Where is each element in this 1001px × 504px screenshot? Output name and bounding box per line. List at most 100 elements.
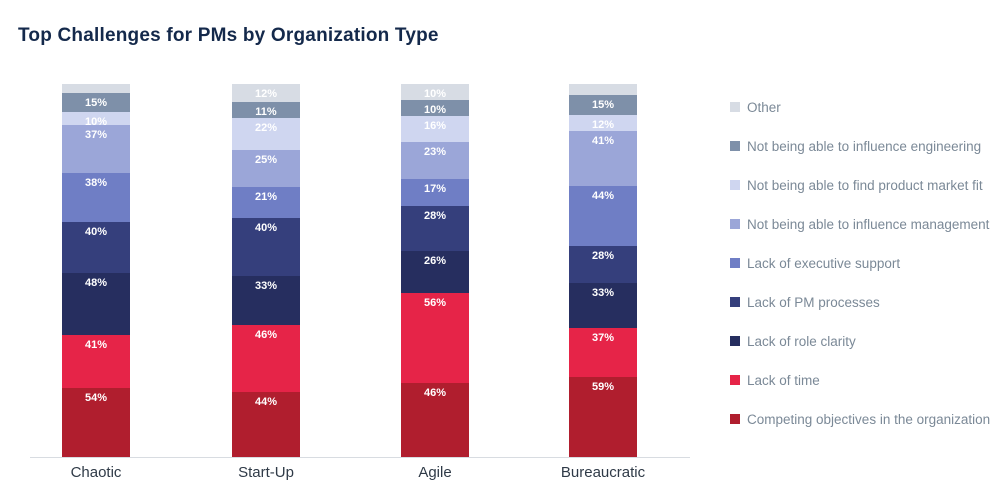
legend-swatch-icon xyxy=(730,219,740,229)
bar-chaotic: 15% 10% 37% 38% 40% 48% 41% 54% xyxy=(62,84,130,457)
segment-competing-objectives-in-the-organization: 59% xyxy=(569,377,637,457)
segment-not-being-able-to-influence-engineering: 15% xyxy=(569,94,637,115)
segment-value-label: 48% xyxy=(84,277,108,290)
segment-competing-objectives-in-the-organization: 54% xyxy=(62,387,130,457)
legend-item-not-being-able-to-influence-management: Not being able to influence management xyxy=(730,216,990,232)
page-title: Top Challenges for PMs by Organization T… xyxy=(18,24,439,46)
segment-value-label: 37% xyxy=(84,129,108,142)
legend-label: Not being able to influence management xyxy=(747,216,990,232)
segment-lack-of-executive-support: 38% xyxy=(62,172,130,222)
segment-lack-of-role-clarity: 33% xyxy=(232,276,300,325)
segment-value-label: 59% xyxy=(591,381,615,394)
segment-value-label: 15% xyxy=(591,98,615,111)
segment-lack-of-time: 37% xyxy=(569,327,637,378)
segment-value-label: 21% xyxy=(254,190,278,203)
legend-swatch-icon xyxy=(730,141,740,151)
segment-competing-objectives-in-the-organization: 44% xyxy=(232,392,300,457)
legend-label: Competing objectives in the organization xyxy=(747,411,991,427)
chart-legend: Other Not being able to influence enginee… xyxy=(730,99,990,450)
segment-other: 12% xyxy=(232,84,300,102)
segment-value-label: 28% xyxy=(591,249,615,262)
segment-other xyxy=(62,84,130,93)
legend-label: Lack of executive support xyxy=(747,255,901,271)
segment-lack-of-pm-processes: 28% xyxy=(401,206,469,252)
segment-value-label: 26% xyxy=(423,255,447,268)
legend-item-other: Other xyxy=(730,99,990,115)
segment-value-label: 44% xyxy=(591,190,615,203)
segment-other: 10% xyxy=(401,84,469,101)
segment-value-label: 40% xyxy=(254,221,278,234)
segment-not-being-able-to-influence-engineering: 10% xyxy=(401,100,469,117)
legend-swatch-icon xyxy=(730,180,740,190)
segment-not-being-able-to-influence-management: 41% xyxy=(569,131,637,187)
segment-lack-of-pm-processes: 40% xyxy=(232,217,300,277)
legend-item-competing-objectives-in-the-organization: Competing objectives in the organization xyxy=(730,411,990,427)
segment-value-label: 46% xyxy=(254,328,278,341)
legend-label: Other xyxy=(747,99,781,115)
segment-value-label: 41% xyxy=(84,338,108,351)
bar-bureaucratic: 15% 12% 41% 44% 28% 33% 37% 59% xyxy=(569,84,637,457)
segment-value-label: 28% xyxy=(423,210,447,223)
segment-competing-objectives-in-the-organization: 46% xyxy=(401,382,469,457)
segment-value-label: 56% xyxy=(423,296,447,309)
bar-agile: 10% 10% 16% 23% 17% 28% 26% 56% 46% xyxy=(401,84,469,457)
segment-value-label: 16% xyxy=(423,120,447,133)
category-label-bureaucratic: Bureaucratic xyxy=(560,464,646,481)
legend-item-lack-of-pm-processes: Lack of PM processes xyxy=(730,294,990,310)
segment-lack-of-pm-processes: 40% xyxy=(62,221,130,274)
legend-label: Lack of role clarity xyxy=(747,333,856,349)
segment-lack-of-time: 56% xyxy=(401,292,469,383)
legend-label: Not being able to find product market fi… xyxy=(747,177,983,193)
segment-value-label: 41% xyxy=(591,135,615,148)
segment-value-label: 22% xyxy=(254,121,278,134)
legend-label: Lack of PM processes xyxy=(747,294,880,310)
segment-not-being-able-to-influence-engineering: 15% xyxy=(62,93,130,113)
segment-lack-of-executive-support: 44% xyxy=(569,186,637,246)
category-label-start-up: Start-Up xyxy=(238,464,294,481)
segment-value-label: 54% xyxy=(84,391,108,404)
legend-item-lack-of-role-clarity: Lack of role clarity xyxy=(730,333,990,349)
segment-value-label: 12% xyxy=(254,88,278,100)
segment-lack-of-time: 41% xyxy=(62,334,130,388)
segment-lack-of-pm-processes: 28% xyxy=(569,245,637,284)
legend-label: Not being able to influence engineering xyxy=(747,138,982,154)
segment-other xyxy=(569,84,637,95)
segment-value-label: 17% xyxy=(423,182,447,195)
segment-value-label: 33% xyxy=(591,287,615,300)
category-label-chaotic: Chaotic xyxy=(70,464,122,481)
segment-value-label: 33% xyxy=(254,280,278,293)
segment-value-label: 40% xyxy=(84,225,108,238)
segment-value-label: 10% xyxy=(423,88,447,100)
segment-value-label: 15% xyxy=(84,97,108,109)
segment-value-label: 12% xyxy=(591,118,615,131)
segment-lack-of-role-clarity: 26% xyxy=(401,251,469,293)
segment-not-being-able-to-find-product-market-fit: 16% xyxy=(401,116,469,142)
segment-lack-of-role-clarity: 33% xyxy=(569,283,637,328)
legend-item-lack-of-time: Lack of time xyxy=(730,372,990,388)
legend-swatch-icon xyxy=(730,297,740,307)
legend-item-not-being-able-to-find-product-market-fit: Not being able to find product market fi… xyxy=(730,177,990,193)
segment-not-being-able-to-find-product-market-fit: 12% xyxy=(569,114,637,132)
legend-item-lack-of-executive-support: Lack of executive support xyxy=(730,255,990,271)
segment-lack-of-executive-support: 17% xyxy=(401,178,469,207)
segment-not-being-able-to-influence-management: 37% xyxy=(62,125,130,173)
segment-lack-of-role-clarity: 48% xyxy=(62,273,130,335)
legend-swatch-icon xyxy=(730,414,740,424)
segment-not-being-able-to-influence-management: 23% xyxy=(401,141,469,179)
segment-lack-of-time: 46% xyxy=(232,324,300,393)
legend-swatch-icon xyxy=(730,375,740,385)
legend-swatch-icon xyxy=(730,258,740,268)
segment-not-being-able-to-find-product-market-fit: 22% xyxy=(232,117,300,151)
segment-not-being-able-to-find-product-market-fit: 10% xyxy=(62,112,130,128)
segment-not-being-able-to-influence-engineering: 11% xyxy=(232,101,300,118)
legend-swatch-icon xyxy=(730,102,740,112)
segment-value-label: 46% xyxy=(423,386,447,399)
bar-start-up: 12% 11% 22% 25% 21% 40% 33% 46% 44% xyxy=(232,84,300,457)
category-label-agile: Agile xyxy=(418,464,452,481)
x-axis-line xyxy=(30,457,690,458)
legend-label: Lack of time xyxy=(747,372,820,388)
segment-lack-of-executive-support: 21% xyxy=(232,186,300,218)
segment-value-label: 25% xyxy=(254,154,278,167)
segment-value-label: 44% xyxy=(254,396,278,409)
